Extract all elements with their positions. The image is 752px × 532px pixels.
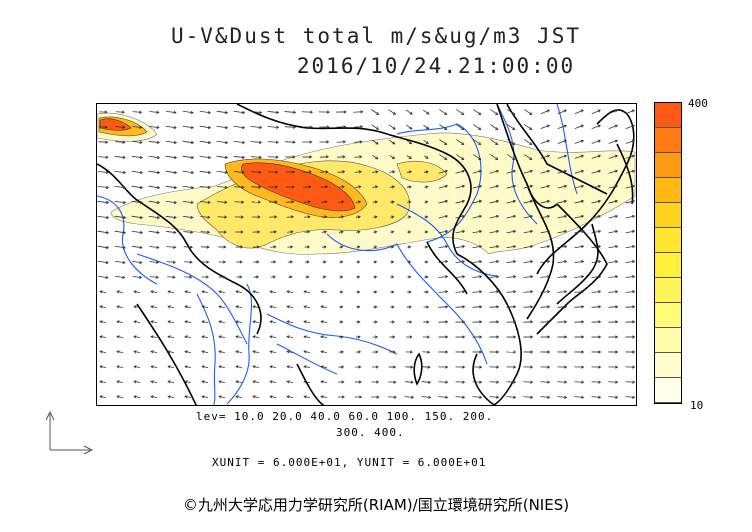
map-canvas bbox=[97, 104, 636, 405]
contour-levels-line1: lev= 10.0 20.0 40.0 60.0 100. 150. 200. bbox=[196, 410, 494, 423]
taiwan-outline bbox=[413, 352, 423, 386]
colorbar-segment bbox=[655, 103, 681, 128]
reference-vector-icon bbox=[45, 410, 94, 455]
dust-area-mid-east bbox=[396, 161, 448, 183]
map-title-line2: 2016/10/24.21:00:00 bbox=[296, 54, 576, 78]
colorbar-segment bbox=[655, 153, 681, 178]
dust-area-peak bbox=[241, 162, 356, 212]
river-lines bbox=[97, 104, 578, 405]
contour-levels-line2: 300. 400. bbox=[336, 426, 405, 439]
colorbar-segment bbox=[655, 178, 681, 203]
copyright-text: ©九州大学応用力学研究所(RIAM)/国立環境研究所(NIES) bbox=[182, 496, 570, 514]
map-title-line1: U-V&Dust total m/s&ug/m3 JST bbox=[170, 24, 581, 48]
colorbar-segment bbox=[655, 253, 681, 278]
colorbar-min-label: 10 bbox=[690, 399, 704, 412]
colorbar-max-label: 400 bbox=[688, 97, 708, 110]
wind-vectors bbox=[97, 109, 636, 399]
colorbar-segment bbox=[655, 203, 681, 228]
colorbar-segment bbox=[655, 278, 681, 303]
colorbar-segment bbox=[655, 353, 681, 378]
colorbar-segment bbox=[655, 228, 681, 253]
colorbar bbox=[654, 102, 682, 404]
colorbar-segment bbox=[655, 128, 681, 153]
vector-units: XUNIT = 6.000E+01, YUNIT = 6.000E+01 bbox=[212, 456, 487, 469]
map-panel bbox=[96, 103, 637, 406]
colorbar-segment bbox=[655, 378, 681, 403]
colorbar-segment bbox=[655, 303, 681, 328]
coastline bbox=[97, 104, 634, 405]
colorbar-segment bbox=[655, 328, 681, 353]
